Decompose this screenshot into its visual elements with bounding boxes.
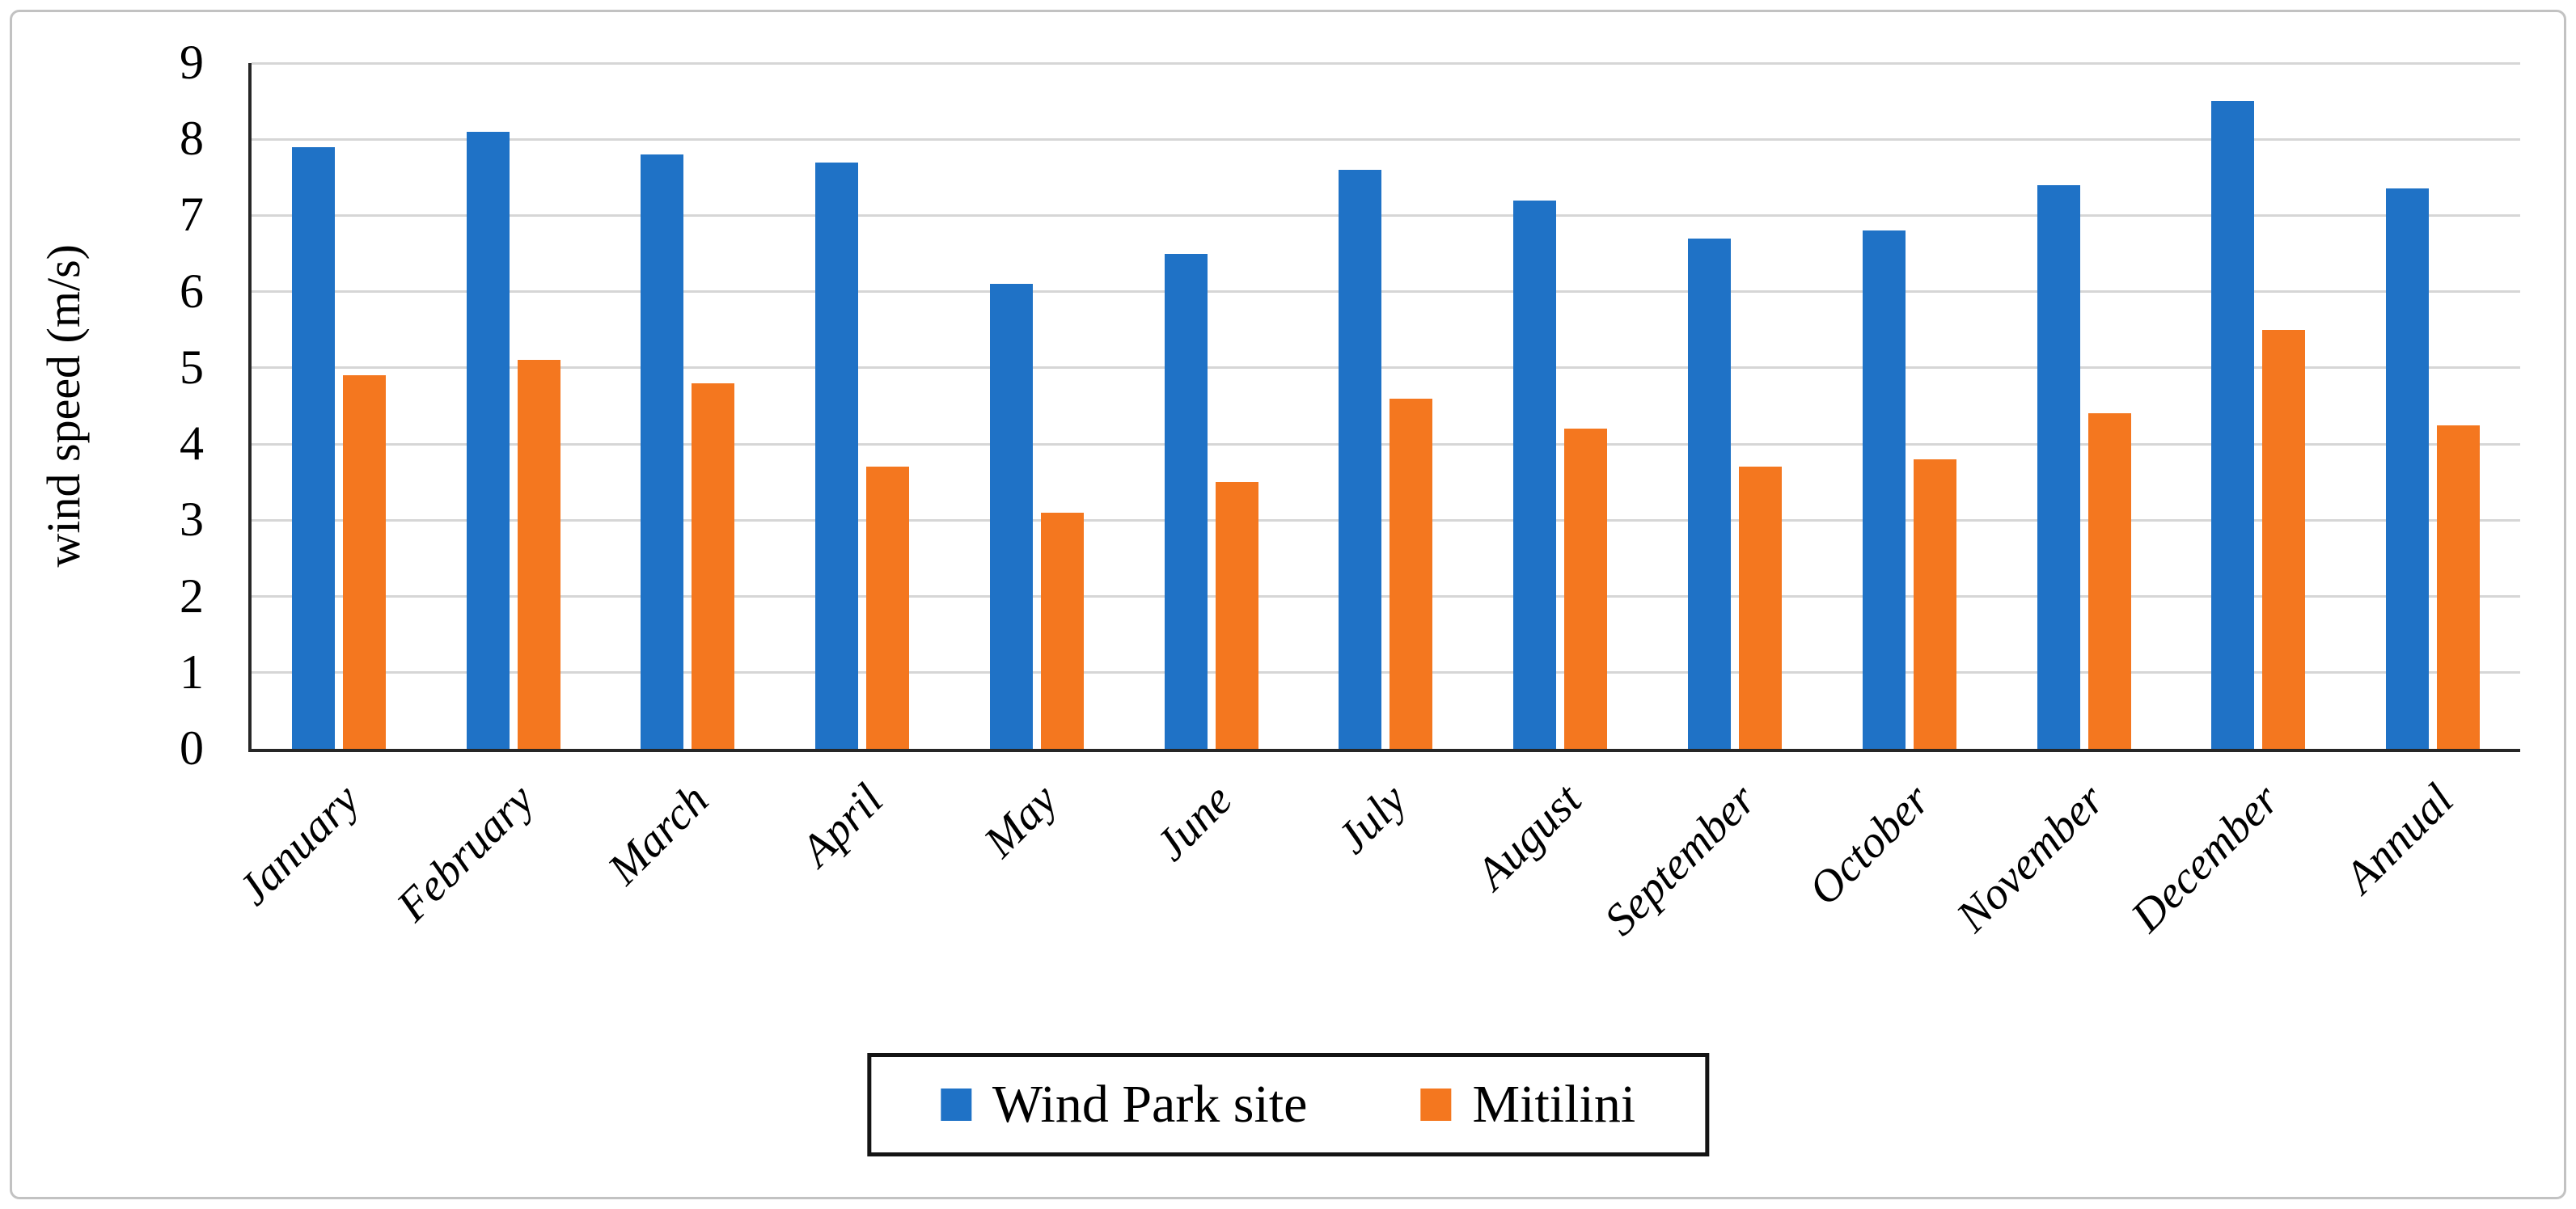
legend-label-wind-park-site: Wind Park site xyxy=(992,1075,1308,1134)
bar-wind-park-site-november xyxy=(2037,184,2080,749)
y-tick-label-4: 4 xyxy=(180,416,204,470)
gridline-7 xyxy=(252,213,2520,217)
bar-group-december xyxy=(2171,63,2345,749)
plot-area xyxy=(248,61,2520,752)
x-tick-label-january: January xyxy=(229,774,370,915)
bar-wind-park-site-september xyxy=(1688,238,1731,749)
bar-wind-park-site-august xyxy=(1513,200,1557,749)
bar-wind-park-site-july xyxy=(1339,169,1382,749)
bar-group-may xyxy=(950,63,1124,749)
gridline-6 xyxy=(252,290,2520,294)
bar-mitilini-april xyxy=(866,467,910,749)
bar-group-june xyxy=(1124,63,1299,749)
legend-swatch-wind-park-site xyxy=(940,1089,971,1121)
x-tick-label-april: April xyxy=(791,774,893,877)
bar-wind-park-site-december xyxy=(2211,101,2255,749)
bar-group-february xyxy=(426,63,601,749)
x-tick-label-august: August xyxy=(1466,774,1592,899)
bar-mitilini-november xyxy=(2087,413,2131,749)
bar-mitilini-june xyxy=(1215,482,1258,749)
x-tick-label-annual: Annual xyxy=(2335,774,2464,903)
bar-wind-park-site-january xyxy=(291,146,335,749)
bar-wind-park-site-october xyxy=(1862,230,1906,749)
legend-label-mitilini: Mitilini xyxy=(1472,1075,1636,1134)
bar-mitilini-december xyxy=(2262,329,2306,749)
y-tick-label-3: 3 xyxy=(180,492,204,547)
y-tick-label-9: 9 xyxy=(180,35,204,89)
x-tick-label-march: March xyxy=(599,774,719,894)
gridline-5 xyxy=(252,366,2520,370)
bar-group-january xyxy=(252,63,426,749)
bar-mitilini-august xyxy=(1564,429,1608,749)
bar-mitilini-annual xyxy=(2437,425,2481,749)
bar-mitilini-february xyxy=(517,360,560,749)
x-tick-label-may: May xyxy=(975,774,1068,868)
y-tick-label-7: 7 xyxy=(180,188,204,242)
x-tick-label-december: December xyxy=(2121,774,2290,942)
legend-swatch-mitilini xyxy=(1420,1089,1452,1121)
x-tick-label-june: June xyxy=(1145,774,1242,871)
y-tick-label-2: 2 xyxy=(180,569,204,623)
bar-wind-park-site-may xyxy=(989,284,1033,749)
bar-mitilini-march xyxy=(692,383,735,749)
bar-wind-park-site-march xyxy=(641,154,684,749)
legend: Wind Park site Mitilini xyxy=(866,1053,1710,1156)
bar-mitilini-september xyxy=(1739,467,1782,749)
bar-wind-park-site-june xyxy=(1164,253,1208,749)
bar-mitilini-january xyxy=(342,375,386,749)
y-tick-label-1: 1 xyxy=(180,645,204,699)
bar-groups xyxy=(252,63,2520,749)
bar-group-july xyxy=(1299,63,1474,749)
bar-wind-park-site-february xyxy=(466,131,510,749)
bar-group-march xyxy=(601,63,776,749)
bar-mitilini-july xyxy=(1390,398,1433,749)
bar-wind-park-site-annual xyxy=(2386,188,2430,749)
y-axis-tick-labels: 0 1 2 3 4 5 6 7 8 9 xyxy=(0,38,204,772)
bar-group-august xyxy=(1473,63,1648,749)
gridline-4 xyxy=(252,442,2520,446)
y-tick-label-0: 0 xyxy=(180,721,204,775)
bar-mitilini-may xyxy=(1040,512,1084,749)
x-tick-label-july: July xyxy=(1327,774,1417,864)
gridline-1 xyxy=(252,671,2520,674)
gridline-8 xyxy=(252,137,2520,141)
gridline-2 xyxy=(252,595,2520,598)
bar-group-april xyxy=(775,63,950,749)
bar-wind-park-site-april xyxy=(815,162,859,749)
bar-group-november xyxy=(1997,63,2172,749)
y-tick-label-5: 5 xyxy=(180,340,204,394)
gridline-3 xyxy=(252,518,2520,522)
gridline-9 xyxy=(252,61,2520,65)
legend-item-mitilini: Mitilini xyxy=(1420,1078,1635,1131)
bar-group-october xyxy=(1822,63,1997,749)
bar-group-september xyxy=(1648,63,1822,749)
figure-border xyxy=(10,10,2566,1199)
bar-mitilini-october xyxy=(1913,459,1956,749)
x-tick-label-september: September xyxy=(1594,774,1766,945)
y-tick-label-6: 6 xyxy=(180,264,204,318)
y-tick-label-8: 8 xyxy=(180,112,204,166)
bar-group-annual xyxy=(2345,63,2520,749)
x-tick-label-february: February xyxy=(387,774,544,932)
x-tick-label-october: October xyxy=(1799,774,1940,915)
x-axis-labels: January February March April May June July Augu… xyxy=(229,752,2517,1031)
x-tick-label-november: November xyxy=(1947,774,2115,942)
legend-item-wind-park-site: Wind Park site xyxy=(940,1075,1308,1134)
